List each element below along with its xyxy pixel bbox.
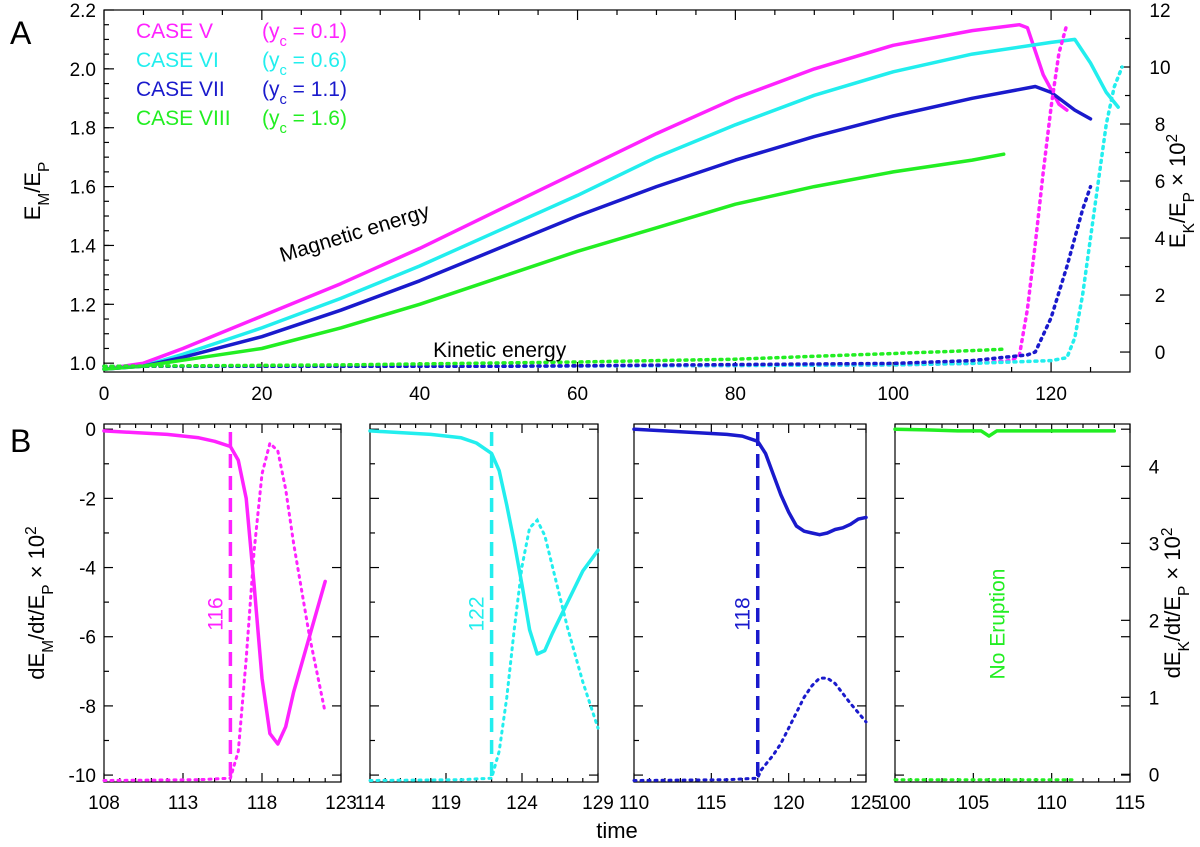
x-tick-label: 100: [879, 793, 911, 814]
legend-case-3: CASE VIII: [136, 107, 231, 130]
y2-tick-label: 4: [1155, 229, 1166, 250]
panel-b-letter: B: [10, 423, 31, 459]
series-line-6: [102, 184, 1093, 369]
y-tick-label: 0: [85, 420, 96, 441]
top-energy-chart: 0 20 40 60 80 100 120 1.0 1.2 1.4 1.6 1.8 2.0 2.2 0 2 4 6…: [20, 1, 1198, 405]
y2-tick-label: 3: [1149, 534, 1160, 555]
legend-case-0: CASE V: [136, 20, 213, 43]
no-eruption-label: No Eruption: [987, 569, 1010, 680]
x-tick-label: 108: [88, 793, 120, 814]
kinetic-rate-line: [368, 517, 600, 782]
panel-frame: [103, 423, 342, 783]
x-tick-label: 80: [725, 384, 746, 405]
onset-label: 118: [732, 597, 755, 630]
legend-yc-3: (yc = 1.6): [262, 107, 347, 137]
y-tick-label: 2.2: [70, 1, 96, 22]
magnetic-rate-line: [893, 427, 1117, 438]
annotation-kinetic: Kinetic energy: [433, 339, 567, 362]
x-tick-label: 110: [619, 793, 649, 814]
series-line-2: [102, 84, 1093, 371]
legend-yc-0: (yc = 0.1): [262, 20, 347, 50]
y-tick-label: 2.0: [70, 60, 96, 81]
legend-case-2: CASE VII: [136, 78, 225, 101]
series-line-5: [102, 65, 1124, 369]
rate-panel-2: 110 115 120 125 118: [619, 423, 882, 814]
x-tick-label: 40: [409, 384, 430, 405]
y-tick-label: -8: [79, 697, 96, 718]
panel-frame: [894, 423, 1131, 783]
y-tick-label: 1.0: [70, 354, 96, 375]
y2-axis-label-bottom: dEK/dt/EP × 102: [1159, 528, 1193, 679]
panel-frame: [633, 423, 867, 783]
x-axis-label: time: [596, 818, 638, 843]
onset-label: 116: [204, 597, 227, 630]
series-line-0: [102, 22, 1069, 371]
magnetic-rate-line: [102, 429, 327, 746]
y2-tick-label: 6: [1155, 172, 1166, 193]
x-tick-label: 120: [1035, 384, 1067, 405]
y2-axis-label: EK/EP × 102: [1164, 134, 1198, 248]
kinetic-rate-line: [632, 676, 868, 782]
x-tick-label: 60: [567, 384, 588, 405]
y2-tick-label: 2: [1149, 611, 1160, 632]
x-tick-label: 129: [582, 793, 614, 814]
y2-tick-label: 1: [1149, 688, 1160, 709]
x-tick-label: 110: [1037, 793, 1067, 814]
panel-frame: [369, 423, 599, 783]
x-tick-label: 120: [773, 793, 805, 814]
x-tick-label: 115: [1115, 793, 1145, 814]
y-axis-label-bottom: dEM/dt/EP × 102: [23, 526, 57, 679]
y-tick-label: 1.2: [70, 295, 96, 316]
x-tick-label: 119: [431, 793, 461, 814]
y-tick-label: -10: [69, 766, 96, 787]
y-tick-label: 1.8: [70, 119, 96, 140]
y2-tick-label: 8: [1155, 115, 1166, 136]
rate-panel-1: 114 119 124 129 122: [355, 423, 614, 814]
legend-case-1: CASE VI: [136, 49, 219, 72]
panel-a-letter: A: [10, 15, 32, 51]
y-tick-label: -4: [79, 559, 96, 580]
magnetic-rate-line: [632, 427, 868, 537]
series-line-7: [102, 347, 1006, 369]
legend-yc-2: (yc = 1.1): [262, 78, 347, 108]
x-tick-label: 123: [325, 793, 357, 814]
y-tick-label: -2: [79, 489, 96, 510]
x-tick-label: 105: [957, 793, 989, 814]
y2-tick-label: 2: [1155, 286, 1166, 307]
y2-tick-label: 0: [1155, 343, 1166, 364]
series-line-1: [102, 37, 1120, 371]
y2-tick-label: 10: [1149, 58, 1170, 79]
legend-yc-1: (yc = 0.6): [262, 49, 347, 79]
y2-tick-label: 0: [1149, 765, 1160, 786]
series-line-3: [102, 152, 1006, 371]
y-tick-label: 1.6: [70, 178, 96, 199]
y-tick-label: -6: [79, 628, 96, 649]
x-tick-label: 125: [850, 793, 882, 814]
magnetic-rate-line: [368, 429, 600, 656]
rate-panel-0: 108 113 118 123 0 -2 -4 -6 -8 -10 116: [69, 420, 357, 814]
x-tick-label: 100: [877, 384, 909, 405]
x-tick-label: 114: [355, 793, 386, 814]
x-tick-label: 20: [251, 384, 272, 405]
y-axis-label: EM/EP: [20, 162, 53, 221]
y2-tick-label: 4: [1149, 457, 1160, 478]
onset-label: 122: [466, 596, 489, 631]
kinetic-rate-line: [102, 440, 327, 782]
x-tick-label: 113: [168, 793, 198, 814]
y-tick-label: 1.4: [70, 236, 97, 257]
x-tick-label: 115: [696, 793, 726, 814]
x-tick-label: 118: [247, 793, 277, 814]
series-line-4: [102, 22, 1069, 369]
y2-tick-label: 12: [1149, 1, 1170, 22]
annotation-magnetic: Magnetic energy: [277, 200, 433, 268]
x-tick-label: 124: [506, 793, 538, 814]
x-tick-label: 0: [99, 384, 110, 405]
